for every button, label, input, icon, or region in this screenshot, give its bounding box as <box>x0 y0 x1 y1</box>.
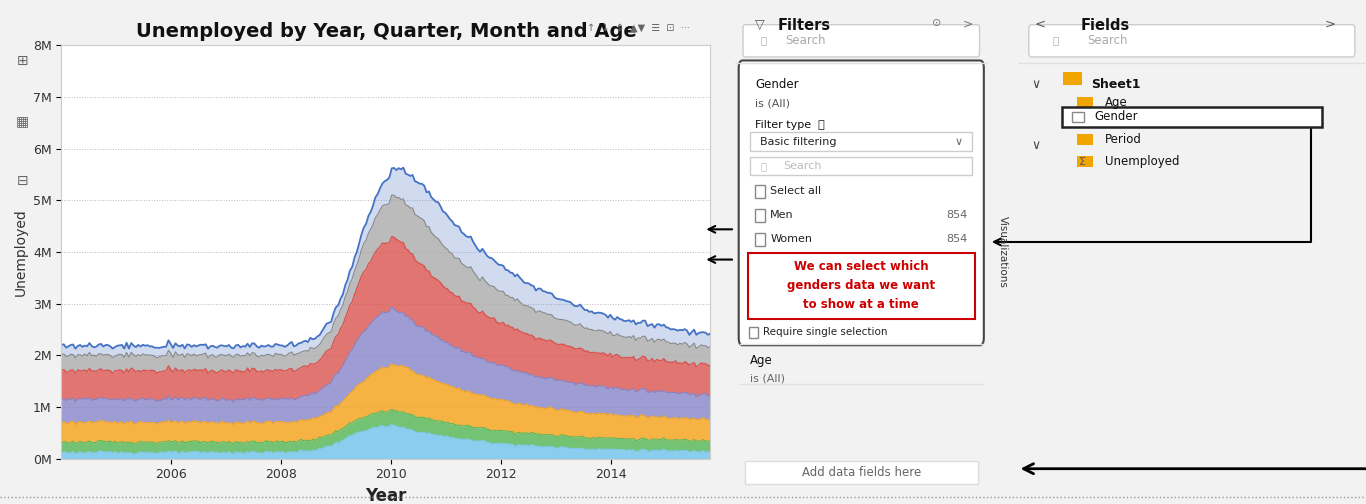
Text: Gender: Gender <box>1094 110 1138 123</box>
Text: Select all: Select all <box>770 186 821 196</box>
FancyBboxPatch shape <box>1061 107 1322 127</box>
Text: Search: Search <box>783 161 821 171</box>
Text: Age: Age <box>750 354 773 367</box>
Text: ⊞: ⊞ <box>16 53 29 68</box>
Text: Age: Age <box>1105 96 1127 109</box>
Text: 854: 854 <box>947 210 967 220</box>
Text: ⊟: ⊟ <box>16 174 29 188</box>
Bar <box>1063 72 1082 85</box>
Text: ⊙: ⊙ <box>932 18 941 28</box>
Bar <box>750 132 973 151</box>
Title: Unemployed by Year, Quarter, Month and Age: Unemployed by Year, Quarter, Month and A… <box>135 22 637 41</box>
Text: Women: Women <box>770 234 813 244</box>
Text: Add data fields here: Add data fields here <box>802 466 921 479</box>
Text: 🔍: 🔍 <box>761 161 766 171</box>
Text: >: > <box>963 18 973 31</box>
Text: ∨: ∨ <box>955 137 963 147</box>
Bar <box>1076 156 1093 167</box>
Bar <box>747 253 975 319</box>
Bar <box>755 233 765 246</box>
Bar <box>755 185 765 198</box>
Bar <box>1076 134 1093 145</box>
Text: Search: Search <box>785 34 826 47</box>
FancyBboxPatch shape <box>739 60 984 345</box>
Text: Require single selection: Require single selection <box>762 327 887 337</box>
Bar <box>1076 97 1093 108</box>
Text: 🔍: 🔍 <box>1052 35 1059 45</box>
Bar <box>750 157 973 175</box>
Text: Period: Period <box>1105 133 1142 146</box>
Bar <box>749 327 758 338</box>
X-axis label: Year: Year <box>365 487 407 504</box>
Text: ▦: ▦ <box>16 114 29 128</box>
Text: We can select which
genders data we want
to show at a time: We can select which genders data we want… <box>787 260 936 311</box>
Bar <box>755 209 765 222</box>
Text: 854: 854 <box>947 234 967 244</box>
Text: Basic filtering: Basic filtering <box>761 137 837 147</box>
Y-axis label: Unemployed: Unemployed <box>14 208 27 296</box>
Text: Men: Men <box>770 210 794 220</box>
Text: 🔍: 🔍 <box>761 35 766 45</box>
Text: Fields: Fields <box>1081 18 1130 33</box>
Text: <: < <box>1035 18 1046 31</box>
Text: ∨: ∨ <box>1031 78 1041 91</box>
Text: Filters: Filters <box>777 18 831 33</box>
Text: Σ: Σ <box>1079 157 1086 167</box>
Legend: 16 to 19 years, 20 to 24 years, 25 to 34 years, 35 to 44 years, 45 to 54 years, : 16 to 19 years, 20 to 24 years, 25 to 34… <box>53 0 583 2</box>
FancyBboxPatch shape <box>743 25 979 57</box>
Text: Search: Search <box>1087 34 1128 47</box>
Text: Filter type  ⓘ: Filter type ⓘ <box>755 120 825 130</box>
Text: Gender: Gender <box>755 78 799 91</box>
FancyBboxPatch shape <box>1029 25 1355 57</box>
Text: is (All): is (All) <box>755 98 790 108</box>
Bar <box>744 461 978 484</box>
Text: >: > <box>1324 18 1336 31</box>
Text: Unemployed: Unemployed <box>1105 155 1179 168</box>
Text: ∨: ∨ <box>1031 139 1041 152</box>
Text: Sheet1: Sheet1 <box>1091 78 1141 91</box>
Text: ▽: ▽ <box>755 18 765 31</box>
Text: ↑  ↓  ↕  ▲▼  ☰  ⊡  ···: ↑ ↓ ↕ ▲▼ ☰ ⊡ ··· <box>587 23 690 33</box>
Text: Visualizations: Visualizations <box>997 216 1008 288</box>
Text: is (All): is (All) <box>750 374 785 384</box>
Bar <box>1072 112 1083 122</box>
